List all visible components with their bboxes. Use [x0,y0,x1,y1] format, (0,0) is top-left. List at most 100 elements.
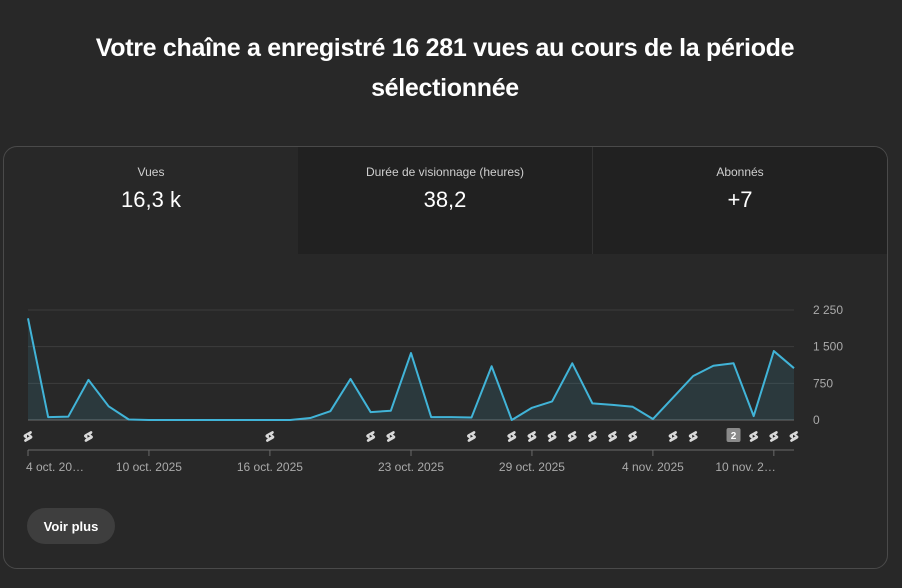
tab-subscribers[interactable]: Abonnés +7 [592,147,887,254]
data-point[interactable] [288,418,292,422]
data-point[interactable] [127,418,131,422]
shorts-icon-play [631,434,635,438]
shorts-icon-play [389,434,393,438]
data-point[interactable] [409,351,413,355]
data-point[interactable] [510,418,514,422]
shorts-icon[interactable] [527,431,537,442]
data-point[interactable] [570,361,574,365]
data-point[interactable] [651,417,655,421]
x-tick-label: 10 nov. 2… [715,460,775,474]
shorts-icon[interactable] [386,431,396,442]
data-point[interactable] [550,399,554,403]
shorts-icon[interactable] [265,431,275,442]
x-tick-label: 29 oct. 2025 [499,460,565,474]
analytics-card: Vues 16,3 k Durée de visionnage (heures)… [3,146,888,569]
data-point[interactable] [369,410,373,414]
data-point[interactable] [631,405,635,409]
shorts-icon[interactable] [769,431,779,442]
shorts-icon-play [692,434,695,438]
data-point[interactable] [228,418,232,422]
data-point[interactable] [590,401,594,405]
tab-subscribers-label: Abonnés [716,165,764,179]
data-point[interactable] [107,404,111,408]
data-point[interactable] [469,416,473,420]
data-point[interactable] [449,415,453,419]
shorts-icon-play [530,434,534,438]
shorts-icon-play [793,434,796,438]
shorts-icon[interactable] [789,431,799,442]
data-point[interactable] [711,364,715,368]
data-point[interactable] [86,378,90,382]
shorts-icon[interactable] [668,431,678,442]
data-point[interactable] [308,416,312,420]
shorts-icon[interactable] [466,431,476,442]
shorts-icon[interactable] [688,431,698,442]
data-point[interactable] [490,364,494,368]
shorts-icon-play [571,434,574,438]
grouped-marker[interactable] [726,428,741,442]
tab-views[interactable]: Vues 16,3 k [4,147,298,254]
data-point[interactable] [248,418,252,422]
grouped-marker-count: 2 [731,431,737,442]
tab-watch-time-label: Durée de visionnage (heures) [365,165,525,179]
data-point[interactable] [389,409,393,413]
shorts-icon-play [772,434,776,438]
shorts-icon[interactable] [23,431,33,442]
data-point[interactable] [792,366,796,370]
shorts-icon[interactable] [366,431,376,442]
data-point[interactable] [671,396,675,400]
shorts-icon-play [551,434,554,438]
data-point[interactable] [26,316,30,320]
data-point[interactable] [268,418,272,422]
shorts-icon-play [611,434,615,438]
data-point[interactable] [530,406,534,410]
views-series-line [27,318,795,421]
series-area [28,318,794,420]
data-point[interactable] [732,361,736,365]
x-tick-label: 23 oct. 2025 [378,460,444,474]
data-point[interactable] [147,418,151,422]
tab-watch-time-value: 38,2 [423,187,467,212]
data-point[interactable] [167,418,171,422]
data-point[interactable] [187,418,191,422]
x-tick-label: 16 oct. 2025 [237,460,303,474]
tab-subscribers-value: +7 [727,187,753,212]
views-line-chart: 2 250 1 500 750 0 2 4 oct. 20… 10 oct. 2025 16 … [23,303,843,474]
shorts-icon-play [672,434,675,438]
shorts-icon[interactable] [628,431,638,442]
tab-views-label: Vues [137,165,165,179]
tab-watch-time[interactable]: Durée de visionnage (heures) 38,2 [298,147,592,254]
shorts-icon-play [470,434,474,438]
y-tick-label: 750 [813,376,833,390]
shorts-icon[interactable] [587,431,597,442]
data-point[interactable] [66,415,70,419]
shorts-icon-play [752,434,756,438]
metric-tabs: Vues 16,3 k Durée de visionnage (heures)… [4,147,887,254]
x-tick-label: 10 oct. 2025 [116,460,182,474]
page-headline: Votre chaîne a enregistré 16 281 vues au… [95,34,795,102]
y-tick-label: 1 500 [813,340,843,354]
y-tick-label: 2 250 [813,303,843,317]
tab-views-value: 16,3 k [121,187,181,212]
shorts-icon-play [27,434,30,438]
shorts-icon[interactable] [507,431,517,442]
see-more-button[interactable]: Voir plus [27,508,115,544]
data-point[interactable] [207,418,211,422]
data-point[interactable] [349,377,353,381]
shorts-icon[interactable] [608,431,618,442]
shorts-icon-play [369,434,373,438]
shorts-icon[interactable] [83,431,93,442]
data-point[interactable] [46,415,50,419]
shorts-icon-play [591,434,595,438]
y-tick-label: 0 [813,413,820,427]
shorts-icon[interactable] [547,431,557,442]
shorts-icon-play [87,434,91,438]
shorts-icon[interactable] [567,431,577,442]
shorts-icon[interactable] [749,431,759,442]
data-point[interactable] [328,409,332,413]
data-point[interactable] [691,374,695,378]
data-point[interactable] [752,414,756,418]
data-point[interactable] [611,403,615,407]
data-point[interactable] [772,349,776,353]
data-point[interactable] [429,415,433,419]
